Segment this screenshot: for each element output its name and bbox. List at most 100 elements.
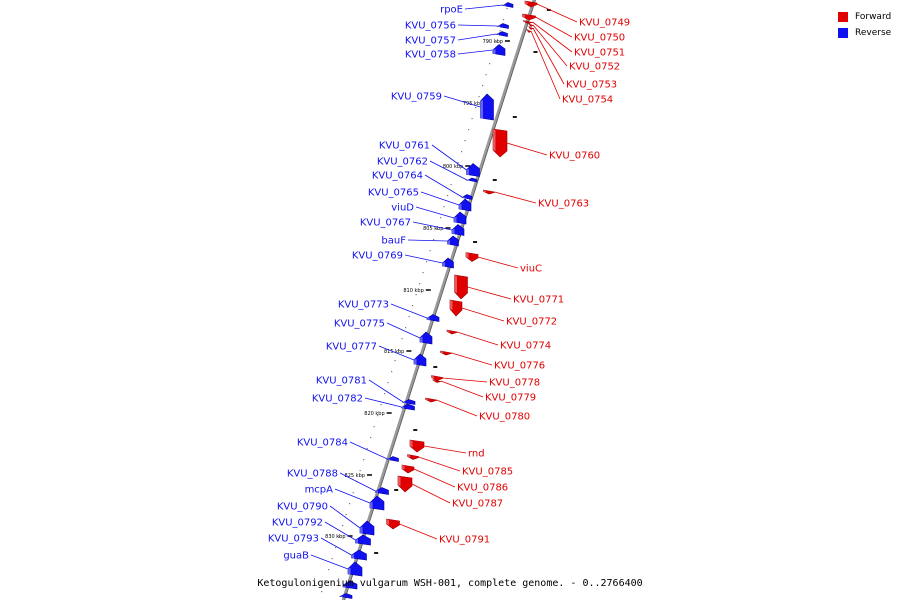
scale-dot (474, 107, 477, 109)
gene-kvu-0781-label: KVU_0781 (316, 376, 367, 387)
gene-rnd (409, 439, 425, 453)
gene-kvu-0773 (426, 314, 440, 322)
scale-dot (412, 305, 414, 307)
gene-rnd-leader (423, 445, 467, 454)
scale-dot (401, 338, 403, 340)
gene-kvu-0760 (492, 128, 508, 158)
gene-kvu-0771-label: KVU_0771 (513, 295, 564, 306)
scale-dot (394, 360, 396, 362)
scale-dot (321, 591, 323, 593)
scale-dot (366, 448, 368, 450)
scale-dot (502, 19, 505, 21)
gene-kvu-0749 (524, 0, 538, 8)
gene-mcpa (369, 495, 385, 511)
gene-kvu-0752-label: KVU_0752 (569, 62, 620, 73)
gene-kvu-0774 (446, 329, 458, 335)
gene-kvu-0762-label: KVU_0762 (377, 157, 428, 168)
gene-kvu-0759-label: KVU_0759 (391, 92, 442, 103)
gene-kvu-0762 (466, 177, 478, 183)
gene-kvu-0756 (496, 23, 509, 29)
gene-kvu-0750-leader (535, 16, 573, 38)
scale-dot (460, 151, 463, 153)
scale-dot (495, 41, 498, 43)
gene-kvu-0793-label: KVU_0793 (268, 534, 319, 545)
gene-kvu-0757-leader (457, 33, 497, 41)
scale-dot (380, 404, 382, 406)
gene-kvu-0772-leader (461, 307, 505, 322)
gene-kvu-0758-leader (457, 49, 494, 55)
gene-kvu-0772-label: KVU_0772 (506, 317, 557, 328)
gene-kvu-0778-leader (442, 377, 488, 383)
gene-kvu-0790 (359, 520, 375, 536)
scale-dot (450, 184, 452, 186)
gene-kvu-0752-leader (532, 24, 568, 67)
gene-kvu-0777 (413, 353, 427, 367)
gene-kvu-0773-leader (390, 303, 428, 319)
legend-reverse-label: Reverse (855, 28, 892, 38)
gene-kvu-0771-leader (467, 286, 512, 300)
scale-dot (370, 437, 372, 439)
gene-kvu-0784 (386, 456, 399, 462)
gene-kvu-0786-label: KVU_0786 (457, 483, 508, 494)
scale-dot (363, 459, 365, 461)
scale-dot (422, 272, 424, 274)
legend: Forward Reverse (838, 9, 891, 41)
scale-dot (485, 74, 487, 76)
scale-dot (506, 8, 508, 10)
gene-bauf-leader (407, 239, 448, 242)
gene-kvu-0786-leader (413, 468, 456, 488)
scale-label: 805 kbp (423, 226, 443, 232)
gene-kvu-0775-label: KVU_0775 (334, 319, 385, 330)
scale-dot (359, 470, 361, 472)
gene-rpoe (502, 2, 514, 8)
gene-viud-leader (415, 206, 455, 219)
gene-kvu-0787 (397, 475, 413, 493)
gene-kvu-0772 (449, 299, 463, 317)
scale-dot (373, 426, 375, 428)
scale-dot (408, 316, 410, 318)
gene-guab-leader (310, 554, 349, 570)
legend-forward: Forward (838, 9, 891, 25)
scale-dot (352, 492, 354, 494)
gene-kvu-0779 (432, 379, 442, 383)
gene-rpoe-leader (464, 4, 504, 10)
scale-dot (471, 118, 473, 120)
gene-mcpa-label: mcpA (305, 485, 334, 496)
gene-bauf-label: bauF (381, 236, 406, 247)
gene-kvu-0758-label: KVU_0758 (405, 50, 456, 61)
gene-kvu-0775-leader (386, 322, 421, 339)
gene-kvu-0765-leader (420, 191, 460, 206)
gene-kvu-0759-leader (443, 95, 481, 108)
gene-kvu-0785-label: KVU_0785 (462, 467, 513, 478)
gene-kvu-0760-leader (506, 142, 548, 156)
scale-label: 810 kbp (403, 288, 423, 294)
gene-kvu-0774-leader (456, 331, 499, 346)
gene-kvu-0767-label: KVU_0767 (360, 218, 411, 229)
scale-dot (426, 261, 428, 263)
scale-label: 795 kbp (463, 101, 483, 107)
scale-dot (398, 349, 400, 351)
gene-viud-label: viuD (391, 203, 414, 214)
gene-kvu-0786 (401, 464, 415, 474)
gene-kvu-0761-label: KVU_0761 (379, 141, 430, 152)
gene-kvu-0784-leader (349, 441, 388, 460)
gene-kvu-0749-leader (536, 3, 578, 23)
gene-kvu-0790-leader (329, 505, 361, 529)
gene-kvu-0749-label: KVU_0749 (579, 18, 630, 29)
gene-kvu-0752 (528, 23, 534, 27)
gene-guab (347, 561, 363, 577)
gene-bauf (447, 235, 459, 247)
gene-kvu-0785 (407, 454, 419, 460)
gene-kvu-0793-leader (320, 537, 352, 556)
gene-kvu-0762-leader (429, 160, 468, 181)
scale-dot (429, 250, 431, 252)
gene-kvu-0782 (401, 403, 415, 411)
gene-kvu-0773-label: KVU_0773 (338, 300, 389, 311)
gene-kvu-0781 (402, 399, 416, 405)
gene-kvu-0792 (355, 534, 371, 546)
scale-dot (436, 228, 438, 230)
gene-kvu-0787-label: KVU_0787 (452, 499, 503, 510)
gene-kvu-0760-label: KVU_0760 (549, 151, 600, 162)
scale-label: 830 kbp (325, 534, 345, 540)
